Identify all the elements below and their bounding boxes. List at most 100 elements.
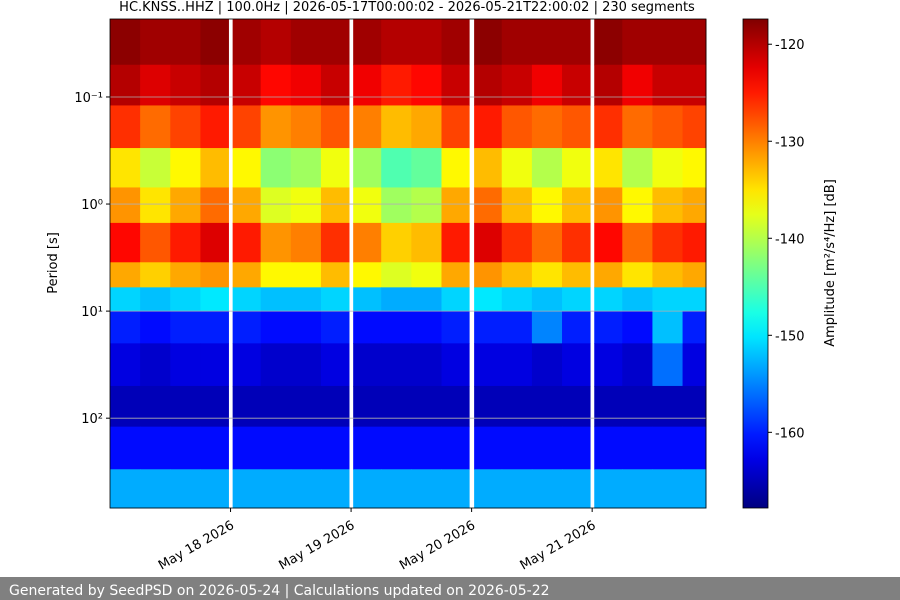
heatmap-cell bbox=[381, 19, 412, 66]
heatmap-cell bbox=[200, 105, 229, 149]
y-tick-label: 10² bbox=[81, 412, 103, 427]
heatmap-cell bbox=[353, 469, 382, 509]
heatmap-cell bbox=[682, 343, 707, 387]
heatmap-cell bbox=[290, 148, 322, 188]
heatmap-cell bbox=[531, 222, 563, 263]
y-tick-label: 10¹ bbox=[81, 305, 103, 320]
heatmap-cell bbox=[562, 343, 591, 387]
heatmap-cell bbox=[260, 287, 292, 312]
heatmap-cell bbox=[622, 262, 653, 288]
heatmap-cell bbox=[531, 105, 563, 149]
heatmap-cell bbox=[411, 385, 442, 428]
heatmap-cell bbox=[200, 19, 229, 66]
heatmap-cell bbox=[353, 148, 382, 188]
chart-title: HC.KNSS..HHZ | 100.0Hz | 2026-05-17T00:0… bbox=[119, 0, 695, 15]
y-axis-label: Period [s] bbox=[46, 232, 61, 294]
y-tick-label: 10⁰ bbox=[81, 198, 103, 213]
heatmap-cell bbox=[441, 343, 470, 387]
heatmap-cell bbox=[652, 262, 684, 288]
heatmap-cell bbox=[320, 385, 350, 428]
heatmap-cell bbox=[353, 385, 382, 428]
heatmap-cell bbox=[381, 385, 412, 428]
heatmap-cell bbox=[140, 105, 171, 149]
heatmap-cell bbox=[140, 287, 171, 312]
heatmap-cell bbox=[290, 426, 322, 470]
heatmap-cell bbox=[594, 148, 623, 188]
heatmap-cell bbox=[232, 148, 262, 188]
heatmap-cell bbox=[232, 426, 262, 470]
heatmap-cell bbox=[140, 222, 171, 263]
heatmap-cell bbox=[622, 222, 653, 263]
heatmap-cell bbox=[381, 148, 412, 188]
heatmap-cell bbox=[501, 426, 533, 470]
heatmap-cell bbox=[594, 222, 623, 263]
heatmap-cell bbox=[652, 19, 684, 66]
heatmap-cell bbox=[110, 105, 141, 149]
heatmap-cell bbox=[110, 64, 141, 106]
heatmap-cell bbox=[110, 311, 141, 344]
heatmap-cell bbox=[170, 385, 201, 428]
heatmap-cell bbox=[652, 311, 684, 344]
heatmap-cell bbox=[140, 426, 171, 470]
heatmap-cell bbox=[170, 64, 201, 106]
heatmap-cell bbox=[652, 343, 684, 387]
heatmap-cell bbox=[652, 222, 684, 263]
heatmap-cell bbox=[531, 469, 563, 509]
heatmap-cell bbox=[441, 262, 470, 288]
heatmap-cell bbox=[260, 19, 292, 66]
heatmap-cell bbox=[260, 148, 292, 188]
heatmap-cell bbox=[381, 287, 412, 312]
heatmap-cell bbox=[501, 105, 533, 149]
heatmap-cell bbox=[531, 287, 563, 312]
heatmap-cell bbox=[562, 287, 591, 312]
heatmap-cell bbox=[411, 19, 442, 66]
heatmap-cell bbox=[594, 262, 623, 288]
heatmap-cell bbox=[682, 311, 707, 344]
heatmap-cell bbox=[594, 187, 623, 224]
heatmap-cell bbox=[441, 426, 470, 470]
heatmap-cell bbox=[474, 222, 503, 263]
heatmap-cell bbox=[353, 311, 382, 344]
heatmap-cell bbox=[170, 222, 201, 263]
heatmap-cell bbox=[353, 19, 382, 66]
colorbar-tick-label: -150 bbox=[775, 329, 805, 344]
heatmap-cell bbox=[140, 385, 171, 428]
y-tick-label: 10⁻¹ bbox=[74, 91, 103, 106]
x-tick-label: May 21 2026 bbox=[518, 518, 599, 573]
heatmap-cell bbox=[501, 311, 533, 344]
heatmap-cell bbox=[320, 222, 350, 263]
heatmap-cell bbox=[260, 385, 292, 428]
heatmap-cell bbox=[531, 311, 563, 344]
heatmap-cell bbox=[622, 148, 653, 188]
heatmap-cell bbox=[682, 385, 707, 428]
heatmap-cell bbox=[290, 311, 322, 344]
heatmap-cell bbox=[353, 64, 382, 106]
heatmap-cell bbox=[200, 469, 229, 509]
heatmap-cell bbox=[682, 64, 707, 106]
heatmap-cell bbox=[652, 105, 684, 149]
heatmap-cell bbox=[531, 64, 563, 106]
heatmap-cell bbox=[622, 343, 653, 387]
heatmap-cell bbox=[622, 385, 653, 428]
heatmap-cell bbox=[441, 385, 470, 428]
heatmap-cell bbox=[260, 187, 292, 224]
heatmap-cell bbox=[474, 187, 503, 224]
heatmap-cell bbox=[320, 105, 350, 149]
heatmap-cell bbox=[411, 262, 442, 288]
footer-bar bbox=[0, 577, 900, 600]
heatmap-cell bbox=[110, 187, 141, 224]
heatmap-cell bbox=[290, 262, 322, 288]
heatmap-cell bbox=[562, 222, 591, 263]
heatmap-cell bbox=[232, 262, 262, 288]
heatmap-cell bbox=[232, 385, 262, 428]
heatmap-cell bbox=[594, 385, 623, 428]
heatmap-cell bbox=[200, 311, 229, 344]
heatmap-cell bbox=[682, 287, 707, 312]
heatmap-cell bbox=[353, 187, 382, 224]
heatmap-cell bbox=[652, 469, 684, 509]
heatmap-cell bbox=[170, 19, 201, 66]
heatmap-cell bbox=[622, 311, 653, 344]
heatmap-cell bbox=[290, 187, 322, 224]
heatmap-cell bbox=[501, 187, 533, 224]
heatmap-cell bbox=[562, 311, 591, 344]
